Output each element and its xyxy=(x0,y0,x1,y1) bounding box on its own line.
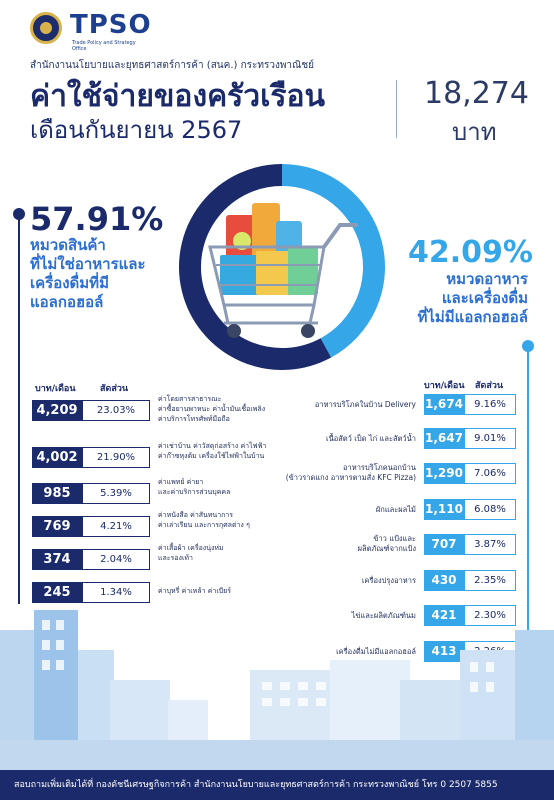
row-share: 1.34% xyxy=(82,582,150,603)
row-description: อาหารบริโภคในบ้าน Delivery xyxy=(314,400,416,409)
right-timeline-dot xyxy=(522,340,534,352)
agency-name: สำนักงานนโยบายและยุทธศาสตร์การค้า (สนค.)… xyxy=(30,60,314,71)
right-col-header-value: บาท/เดือน xyxy=(424,381,465,391)
nonfood-category-label: หมวดสินค้า ที่ไม่ใช่อาหารและ เครื่องดื่ม… xyxy=(30,236,146,311)
row-value: 769 xyxy=(32,516,82,537)
tpso-logo: TPSO xyxy=(70,10,152,40)
row-description: ข้าว แป้งและ ผลิตภัณฑ์จากแป้ง xyxy=(357,534,416,553)
row-value: 413 xyxy=(424,641,464,662)
row-value: 1,647 xyxy=(424,428,464,449)
left-timeline-dot xyxy=(13,208,25,220)
food-row: ข้าว แป้งและ ผลิตภัณฑ์จากแป้ง 707 3.87% xyxy=(230,534,530,555)
row-description: ค่าเช่าบ้าน ค่าวัสดุก่อสร้าง ค่าไฟฟ้า ค่… xyxy=(158,442,267,460)
left-timeline-line xyxy=(18,214,20,604)
tpso-logo-text: TPSO xyxy=(70,10,152,40)
row-value: 707 xyxy=(424,534,464,555)
food-category-label: หมวดอาหาร และเครื่องดื่ม ที่ไม่มีแอลกอฮอ… xyxy=(417,270,528,326)
row-description: เครื่องดื่มไม่มีแอลกอฮอล์ xyxy=(336,647,416,656)
row-description: ค่าโดยสารสาธารณะ ค่าซื้อยานพาหนะ ค่าน้ำม… xyxy=(158,395,266,423)
food-row: เครื่องปรุงอาหาร 430 2.35% xyxy=(230,570,530,591)
row-description: ค่าบุหรี่ ค่าเหล้า ค่าเบียร์ xyxy=(158,587,232,595)
row-share: 9.01% xyxy=(464,428,516,449)
row-value: 1,290 xyxy=(424,463,464,484)
total-unit: บาท xyxy=(452,118,497,146)
row-description: เนื้อสัตว์ เป็ด ไก่ และสัตว์น้ำ xyxy=(326,434,416,443)
row-share: 23.03% xyxy=(82,400,150,421)
row-share: 2.30% xyxy=(464,605,516,626)
row-value: 374 xyxy=(32,549,82,570)
left-col-header-share: สัดส่วน xyxy=(100,384,129,394)
row-share: 6.08% xyxy=(464,499,516,520)
row-value: 245 xyxy=(32,582,82,603)
row-share: 2.04% xyxy=(82,549,150,570)
shopping-cart-icon xyxy=(208,203,358,338)
right-col-header-share: สัดส่วน xyxy=(475,381,504,391)
row-description: ค่าแพทย์ ค่ายา และค่าบริการส่วนบุคคล xyxy=(158,478,231,496)
row-value: 1,674 xyxy=(424,394,464,415)
left-col-header-value: บาท/เดือน xyxy=(35,384,76,394)
row-value: 4,209 xyxy=(32,400,82,421)
page-subtitle: เดือนกันยายน 2567 xyxy=(30,116,243,144)
row-share: 9.16% xyxy=(464,394,516,415)
donut-slice-nonfood xyxy=(179,164,332,370)
row-description: เครื่องปรุงอาหาร xyxy=(361,576,416,585)
row-share: 21.90% xyxy=(82,447,150,468)
right-timeline-line xyxy=(527,345,529,660)
row-value: 430 xyxy=(424,570,464,591)
donut-slice-food xyxy=(281,164,385,358)
row-description: ค่าหนังสือ ค่าสันทนาการ ค่าเล่าเรียน และ… xyxy=(158,511,250,529)
page-title: ค่าใช้จ่ายของครัวเรือน xyxy=(30,79,326,114)
total-amount: 18,274 xyxy=(424,76,529,111)
row-value: 421 xyxy=(424,605,464,626)
food-row: อาหารบริโภคนอกบ้าน (ข้าวราดแกง อาหารตามส… xyxy=(230,463,530,484)
tpso-logo-subtitle: Trade Policy and Strategy Office xyxy=(72,40,136,52)
row-description: ไข่และผลิตภัณฑ์นม xyxy=(351,611,416,620)
expense-donut-chart xyxy=(179,164,385,370)
nonfood-share-percent: 57.91% xyxy=(30,200,164,238)
food-row: เนื้อสัตว์ เป็ด ไก่ และสัตว์น้ำ 1,647 9.… xyxy=(230,428,530,449)
header-divider xyxy=(396,80,397,138)
row-description: ค่าเสื้อผ้า เครื่องนุ่งห่ม และรองเท้า xyxy=(158,544,224,562)
row-value: 985 xyxy=(32,483,82,504)
row-share: 7.06% xyxy=(464,463,516,484)
row-value: 1,110 xyxy=(424,499,464,520)
row-value: 4,002 xyxy=(32,447,82,468)
food-share-percent: 42.09% xyxy=(408,235,533,270)
row-share: 3.87% xyxy=(464,534,516,555)
city-skyline-illustration xyxy=(0,610,554,770)
row-share: 4.21% xyxy=(82,516,150,537)
row-share: 5.39% xyxy=(82,483,150,504)
row-share: 2.35% xyxy=(464,570,516,591)
ministry-seal-icon xyxy=(30,12,62,44)
row-description: ผักและผลไม้ xyxy=(375,505,416,514)
footer-contact: สอบถามเพิ่มเติมได้ที่ กองดัชนีเศรษฐกิจกา… xyxy=(0,770,554,800)
row-description: อาหารบริโภคนอกบ้าน (ข้าวราดแกง อาหารตามส… xyxy=(285,463,416,482)
food-row: ไข่และผลิตภัณฑ์นม 421 2.30% xyxy=(230,605,530,626)
food-row: ผักและผลไม้ 1,110 6.08% xyxy=(230,499,530,520)
food-row: อาหารบริโภคในบ้าน Delivery 1,674 9.16% xyxy=(230,394,530,415)
